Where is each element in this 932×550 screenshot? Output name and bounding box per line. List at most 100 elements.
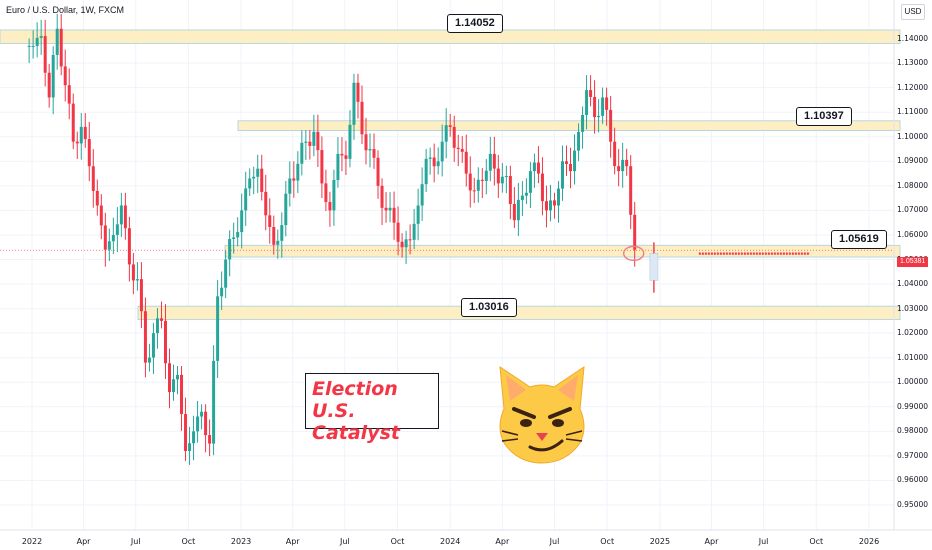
candle-body xyxy=(520,195,524,200)
level-zone xyxy=(137,305,901,321)
price-tick: 1.06000 xyxy=(897,229,929,239)
price-tick: 0.99000 xyxy=(897,401,929,411)
annotation-box[interactable]: Election U.S. Catalyst xyxy=(305,373,439,444)
candle-body xyxy=(589,90,593,97)
price-tick: 1.08000 xyxy=(897,180,929,190)
time-tick: Apr xyxy=(704,537,719,546)
candle-body xyxy=(561,161,565,189)
time-tick: Oct xyxy=(809,537,824,546)
candle-body xyxy=(352,82,356,125)
candle-body xyxy=(264,191,268,216)
price-tick: 1.14000 xyxy=(897,33,929,43)
candle-body xyxy=(111,234,115,242)
candle-body xyxy=(420,184,424,206)
price-tick: 0.97000 xyxy=(897,450,929,460)
time-tick: 2025 xyxy=(649,537,671,546)
candle-body xyxy=(597,115,601,118)
price-tick: 1.07000 xyxy=(897,205,929,215)
level-label-1[interactable]: 1.14052 xyxy=(447,14,503,33)
time-tick: Oct xyxy=(600,537,615,546)
candle-body xyxy=(444,125,448,142)
currency-button[interactable]: USD xyxy=(901,4,925,20)
candle-body xyxy=(59,28,63,67)
candle-body xyxy=(332,179,336,211)
candle-body xyxy=(516,199,520,221)
candle-body xyxy=(412,223,416,240)
candle-body xyxy=(51,54,55,98)
candle-body xyxy=(284,193,288,226)
candle-body xyxy=(288,178,292,194)
candle-body xyxy=(565,161,569,164)
price-tick: 1.11000 xyxy=(897,107,929,117)
price-tick: 1.04000 xyxy=(897,279,929,289)
time-tick: Apr xyxy=(285,537,300,546)
level-label-2[interactable]: 1.10397 xyxy=(796,107,852,126)
candle-body xyxy=(504,176,508,178)
candle-body xyxy=(476,179,480,191)
candle-body xyxy=(336,153,340,180)
candle-body xyxy=(55,28,59,55)
candle-body xyxy=(496,168,500,184)
candle-body xyxy=(544,201,548,211)
candle-body xyxy=(408,239,412,241)
candle-body xyxy=(79,126,83,144)
candle-body xyxy=(320,150,324,184)
candle-body xyxy=(368,149,372,151)
candle-body xyxy=(500,176,504,184)
candle-body xyxy=(448,125,452,127)
last-price-label: 1.05381 xyxy=(897,257,929,267)
candle-body xyxy=(540,173,544,202)
candle-body xyxy=(456,147,460,150)
candle-body xyxy=(585,90,589,115)
candle-body xyxy=(75,141,79,144)
candle-body xyxy=(83,126,87,140)
chart-header: Euro / U.S. Dollar, 1W, FXCM xyxy=(6,5,125,15)
candle-body xyxy=(200,411,204,417)
candle-body xyxy=(492,153,496,169)
candle-body xyxy=(67,85,71,104)
candle-body xyxy=(569,163,573,172)
candle-body xyxy=(340,153,344,156)
time-tick: 2024 xyxy=(440,537,461,546)
candle-body xyxy=(613,141,617,167)
time-tick: Jul xyxy=(339,537,350,546)
candle-body xyxy=(548,200,552,211)
candle-body xyxy=(244,188,248,211)
candle-body xyxy=(436,161,440,167)
candle-body xyxy=(143,311,147,363)
time-tick: Jul xyxy=(130,537,141,546)
level-label-3[interactable]: 1.05619 xyxy=(831,230,887,249)
level-label-4[interactable]: 1.03016 xyxy=(461,298,517,317)
candle-body xyxy=(248,178,252,189)
candle-body xyxy=(95,190,99,206)
candle-body xyxy=(356,82,360,102)
candlestick-series xyxy=(27,13,637,465)
candle-body xyxy=(372,149,376,158)
candle-body xyxy=(216,296,220,361)
time-tick: Jul xyxy=(549,537,560,546)
candle-body xyxy=(123,205,127,229)
candle-body xyxy=(573,150,577,172)
candle-body xyxy=(172,379,176,393)
candle-body xyxy=(424,158,428,185)
candle-body xyxy=(232,237,236,239)
candle-body xyxy=(39,36,43,38)
price-tick: 1.01000 xyxy=(897,352,929,362)
candle-body xyxy=(428,157,432,159)
candle-body xyxy=(147,357,151,363)
candle-body xyxy=(31,45,35,47)
annotation-line-2: Catalyst xyxy=(312,422,400,444)
candle-body xyxy=(508,176,512,204)
candle-body xyxy=(432,157,436,167)
candle-body xyxy=(115,224,119,235)
candle-body xyxy=(324,183,328,203)
candle-body xyxy=(392,207,396,223)
candle-body xyxy=(107,241,111,250)
candle-body xyxy=(621,159,625,172)
candle-body xyxy=(344,155,348,159)
time-tick: 2022 xyxy=(21,537,43,546)
candle-body xyxy=(404,239,408,248)
price-tick: 1.00000 xyxy=(897,377,929,387)
candle-body xyxy=(268,215,272,227)
